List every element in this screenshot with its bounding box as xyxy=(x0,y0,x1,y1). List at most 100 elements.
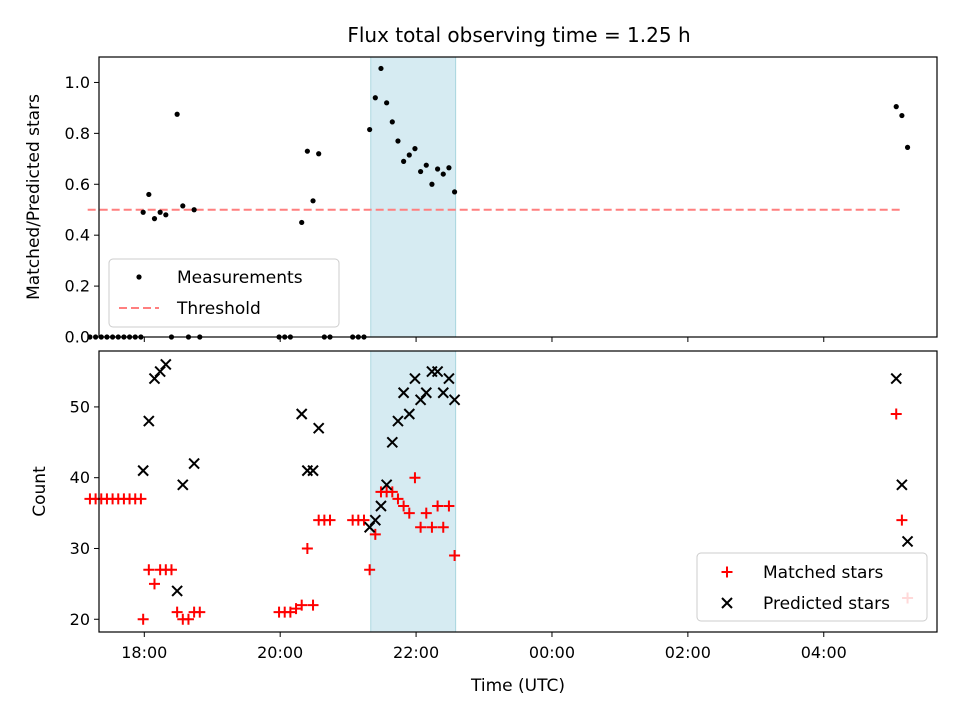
data-point xyxy=(403,408,415,420)
data-point xyxy=(157,209,163,215)
legend-label: Predicted stars xyxy=(763,594,890,614)
data-point xyxy=(890,408,902,420)
data-point xyxy=(437,521,449,533)
data-point xyxy=(180,203,186,209)
x-tick-label: 02:00 xyxy=(665,643,711,662)
data-point xyxy=(296,599,308,611)
data-point xyxy=(191,207,197,213)
y-tick-label: 0.2 xyxy=(65,277,90,296)
data-point xyxy=(160,358,172,371)
data-point xyxy=(429,181,435,187)
data-point xyxy=(899,112,905,119)
data-point xyxy=(137,464,149,477)
data-point xyxy=(395,138,401,144)
data-point xyxy=(904,144,911,150)
data-point xyxy=(440,171,446,177)
data-point xyxy=(403,507,415,519)
data-point xyxy=(437,387,449,399)
data-point xyxy=(398,500,410,512)
data-point xyxy=(143,564,155,576)
data-point xyxy=(135,493,147,505)
chart-title: Flux total observing time = 1.25 h xyxy=(347,23,690,47)
legend-box xyxy=(696,552,928,622)
data-point xyxy=(151,216,158,222)
data-point xyxy=(372,95,378,101)
data-point xyxy=(284,606,296,618)
data-point xyxy=(443,372,455,385)
data-point xyxy=(896,514,908,526)
data-point xyxy=(414,394,427,406)
legend: Matched stars Predicted stars xyxy=(696,552,928,622)
data-point xyxy=(177,479,189,491)
x-axis-title: Time (UTC) xyxy=(470,676,565,696)
data-point xyxy=(392,415,404,427)
data-point xyxy=(299,219,305,226)
data-point xyxy=(310,198,316,204)
y-tick-label: 0.8 xyxy=(65,124,90,143)
data-point xyxy=(392,493,404,505)
data-point xyxy=(896,479,908,491)
data-point xyxy=(431,365,444,378)
axes-frame xyxy=(98,56,938,338)
data-point xyxy=(367,126,373,133)
legend-label: Measurements xyxy=(177,268,303,288)
data-point xyxy=(423,162,429,168)
data-point xyxy=(364,564,376,576)
data-point xyxy=(312,422,325,434)
data-point xyxy=(188,457,200,470)
highlight-span xyxy=(370,56,457,338)
x-tick-label: 18:00 xyxy=(121,643,167,662)
data-point xyxy=(154,365,166,378)
data-point xyxy=(369,528,381,540)
data-point xyxy=(304,148,310,154)
x-tick-label: 20:00 xyxy=(257,643,303,662)
data-point xyxy=(163,212,169,218)
series-predicted-stars xyxy=(137,358,914,597)
legend: Measurements Threshold xyxy=(108,258,340,328)
data-point xyxy=(386,486,398,498)
data-point xyxy=(893,104,899,110)
data-point xyxy=(87,334,93,340)
data-point xyxy=(146,191,152,198)
data-point xyxy=(443,500,455,512)
y-tick-label: 1.0 xyxy=(65,73,90,92)
data-point xyxy=(415,521,427,533)
data-point xyxy=(412,146,418,152)
data-point xyxy=(358,514,370,526)
data-point xyxy=(401,158,407,164)
data-point xyxy=(295,408,308,420)
data-point xyxy=(324,514,336,526)
data-point xyxy=(890,372,902,385)
data-point xyxy=(301,542,313,554)
data-point xyxy=(143,415,155,427)
y-tick-label: 30 xyxy=(70,539,90,558)
data-point xyxy=(449,550,461,562)
x-tick-label: 22:00 xyxy=(393,643,439,662)
data-point xyxy=(137,613,149,625)
x-tick-label: 00:00 xyxy=(529,643,575,662)
bottom-panel: 20 30 40 50 18:00 20:00 22:00 00:00 02:00 04:00 Co… xyxy=(30,350,938,696)
data-point xyxy=(418,168,424,175)
y-tick-label: 0.0 xyxy=(65,328,90,347)
data-point xyxy=(194,606,206,618)
legend-marker xyxy=(721,597,733,609)
data-point xyxy=(363,521,376,533)
x-tick-label: 04:00 xyxy=(801,643,847,662)
data-point xyxy=(375,500,387,512)
data-point xyxy=(432,500,444,512)
data-point xyxy=(171,585,183,597)
data-point xyxy=(369,514,382,526)
data-point xyxy=(386,436,399,449)
data-point xyxy=(451,189,458,195)
data-point xyxy=(446,165,452,171)
data-point xyxy=(384,100,390,106)
data-point xyxy=(171,606,183,618)
data-point xyxy=(174,111,180,117)
data-point xyxy=(380,479,393,491)
data-point xyxy=(307,599,319,611)
axes-frame xyxy=(98,350,938,633)
legend-marker xyxy=(721,566,733,578)
data-point xyxy=(165,564,177,576)
data-point xyxy=(409,372,421,385)
